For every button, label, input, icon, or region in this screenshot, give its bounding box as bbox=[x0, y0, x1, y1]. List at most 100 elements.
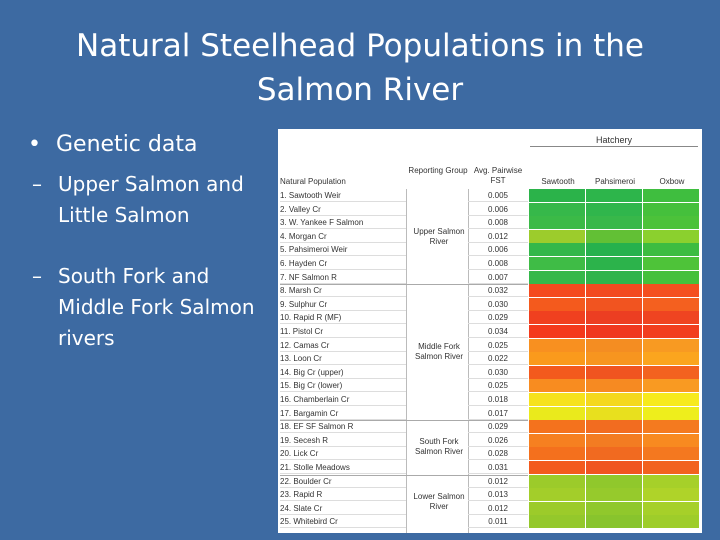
hatchery-header: Hatchery bbox=[595, 135, 632, 145]
population-name: 17. Bargamin Cr bbox=[280, 407, 406, 420]
heatmap-cell bbox=[585, 406, 642, 420]
population-name: 7. NF Salmon R bbox=[280, 271, 406, 284]
heatmap-cell bbox=[528, 338, 585, 352]
fst-value: 0.028 bbox=[468, 447, 528, 461]
heatmap-cell bbox=[642, 433, 699, 447]
population-name: 18. EF SF Salmon R bbox=[280, 420, 406, 434]
heatmap-cell bbox=[585, 393, 642, 406]
heatmap-cell bbox=[528, 393, 585, 406]
heatmap-cell bbox=[585, 284, 642, 298]
group-cell bbox=[406, 189, 468, 202]
table-row: 15. Big Cr (lower) 0.025 bbox=[280, 379, 699, 393]
group-cell bbox=[406, 311, 468, 324]
heatmap-cell bbox=[642, 216, 699, 230]
table-row: 6. Hayden Cr 0.008 bbox=[280, 257, 699, 270]
genetic-data-table: Hatchery Natural Population Reporting Gr… bbox=[278, 129, 702, 533]
reporting-group-label: Middle Fork Salmon River bbox=[414, 342, 463, 362]
population-name: 25. Whitebird Cr bbox=[280, 515, 406, 529]
fst-value: 0.013 bbox=[468, 488, 528, 502]
column-divider bbox=[468, 189, 469, 533]
population-name: 15. Big Cr (lower) bbox=[280, 379, 406, 393]
group-divider bbox=[280, 284, 530, 286]
population-name: 22. Boulder Cr bbox=[280, 475, 406, 488]
population-name: 16. Chamberlain Cr bbox=[280, 393, 406, 406]
heatmap-cell bbox=[528, 461, 585, 474]
table-row: 10. Rapid R (MF) 0.029 bbox=[280, 311, 699, 325]
group-cell bbox=[406, 325, 468, 338]
heatmap-cell bbox=[642, 189, 699, 202]
bullet-list: • Genetic data – Upper Salmon and Little… bbox=[28, 132, 273, 354]
population-name: 4. Morgan Cr bbox=[280, 230, 406, 243]
population-name: 9. Sulphur Cr bbox=[280, 298, 406, 311]
reporting-group-label: Upper Salmon River bbox=[413, 226, 465, 246]
heatmap-cell bbox=[642, 365, 699, 379]
heatmap-cell bbox=[585, 270, 642, 284]
fst-value: 0.030 bbox=[468, 298, 528, 311]
reporting-group-label: Lower Salmon River bbox=[413, 491, 465, 511]
heatmap-cell bbox=[585, 365, 642, 379]
heatmap-cell bbox=[585, 515, 642, 529]
table-row: 3. W. Yankee F Salmon 0.008 bbox=[280, 216, 699, 230]
group-cell bbox=[406, 379, 468, 392]
table-row: 5. Pahsimeroi Weir 0.006 bbox=[280, 243, 699, 257]
subbullet-text: Upper Salmon and Little Salmon bbox=[58, 172, 244, 227]
table-row: 17. Bargamin Cr 0.017 bbox=[280, 406, 699, 420]
heatmap-cell bbox=[528, 257, 585, 270]
group-cell bbox=[406, 271, 468, 284]
fst-header: Avg. Pairwise FST bbox=[473, 166, 523, 185]
group-cell bbox=[406, 366, 468, 379]
heatmap-cell bbox=[642, 447, 699, 461]
heatmap-cell bbox=[642, 488, 699, 502]
heatmap-cell bbox=[642, 311, 699, 325]
heatmap-cell bbox=[528, 488, 585, 502]
heatmap-cell bbox=[528, 447, 585, 461]
table-row: 2. Valley Cr 0.006 bbox=[280, 202, 699, 216]
heatmap-cell bbox=[585, 216, 642, 230]
heatmap-cell bbox=[642, 229, 699, 243]
population-name: 2. Valley Cr bbox=[280, 203, 406, 216]
heatmap-cell bbox=[642, 515, 699, 529]
fst-value: 0.034 bbox=[468, 325, 528, 338]
population-name: 21. Stolle Meadows bbox=[280, 461, 406, 474]
heatmap-cell bbox=[642, 202, 699, 216]
fst-value: 0.006 bbox=[468, 203, 528, 216]
table-row: 1. Sawtooth Weir 0.005 bbox=[280, 189, 699, 202]
population-name: 20. Lick Cr bbox=[280, 447, 406, 461]
heatmap-cell bbox=[642, 474, 699, 488]
heatmap-cell bbox=[585, 433, 642, 447]
population-header: Natural Population bbox=[280, 177, 346, 186]
group-divider bbox=[280, 420, 530, 422]
heatmap-cell bbox=[528, 216, 585, 230]
hatchery-column-header: Oxbow bbox=[659, 177, 685, 186]
heatmap-cell bbox=[528, 229, 585, 243]
table-row: 22. Boulder Cr 0.012 bbox=[280, 474, 699, 488]
heatmap-cell bbox=[528, 379, 585, 393]
group-cell bbox=[406, 203, 468, 216]
hatchery-column-header: Sawtooth bbox=[541, 177, 575, 186]
fst-value: 0.030 bbox=[468, 366, 528, 379]
heatmap-cell bbox=[528, 352, 585, 366]
heatmap-cell bbox=[585, 338, 642, 352]
table-row: 18. EF SF Salmon R 0.029 bbox=[280, 420, 699, 434]
hatchery-column-header: Pahsimeroi bbox=[594, 177, 635, 186]
heatmap-cell bbox=[528, 433, 585, 447]
subbullet-item: – South Fork and Middle Fork Salmon rive… bbox=[32, 261, 273, 354]
heatmap-cell bbox=[528, 474, 585, 488]
fst-value: 0.012 bbox=[468, 230, 528, 243]
dash-icon: – bbox=[32, 172, 42, 196]
table-row: 4. Morgan Cr 0.012 bbox=[280, 229, 699, 243]
table-row: 12. Camas Cr 0.025 bbox=[280, 338, 699, 352]
population-name: 23. Rapid R bbox=[280, 488, 406, 502]
population-name: 3. W. Yankee F Salmon bbox=[280, 216, 406, 230]
dash-icon: – bbox=[32, 264, 42, 288]
fst-value: 0.032 bbox=[468, 284, 528, 298]
group-cell bbox=[406, 407, 468, 420]
population-name: 14. Big Cr (upper) bbox=[280, 366, 406, 379]
table-row: 23. Rapid R 0.013 bbox=[280, 488, 699, 502]
heatmap-cell bbox=[642, 297, 699, 311]
group-cell bbox=[406, 420, 468, 433]
heatmap-cell bbox=[585, 189, 642, 202]
heatmap-cell bbox=[528, 501, 585, 515]
fst-value: 0.026 bbox=[468, 434, 528, 447]
population-name: 19. Secesh R bbox=[280, 434, 406, 447]
